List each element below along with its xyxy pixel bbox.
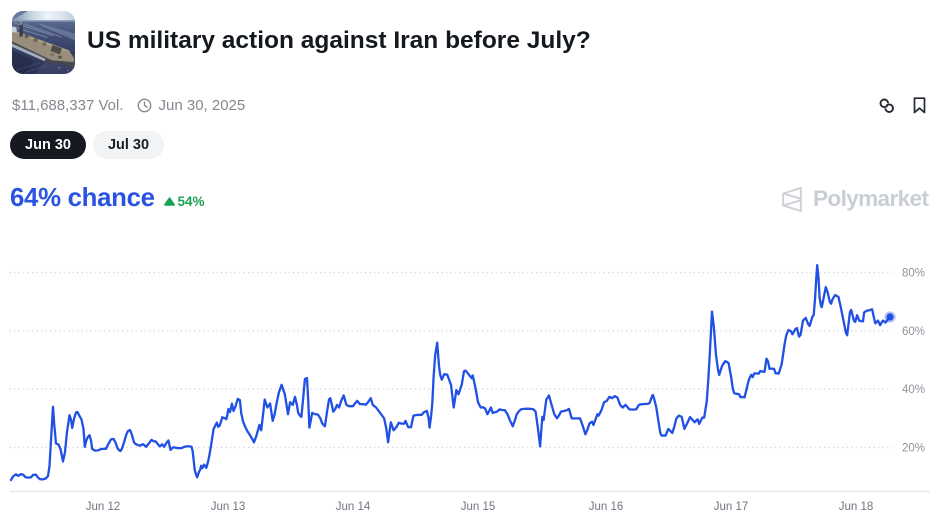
svg-text:60%: 60% (902, 326, 925, 338)
svg-text:80%: 80% (902, 268, 925, 280)
svg-text:Jun 14: Jun 14 (336, 501, 371, 513)
svg-text:Jun 15: Jun 15 (461, 501, 496, 513)
svg-text:Jun 18: Jun 18 (839, 501, 874, 513)
svg-text:Jun 17: Jun 17 (714, 501, 749, 513)
svg-text:40%: 40% (902, 384, 925, 396)
svg-text:Jun 13: Jun 13 (211, 501, 246, 513)
svg-text:Jun 12: Jun 12 (86, 501, 121, 513)
svg-text:20%: 20% (902, 442, 925, 454)
svg-text:Jun 16: Jun 16 (589, 501, 624, 513)
